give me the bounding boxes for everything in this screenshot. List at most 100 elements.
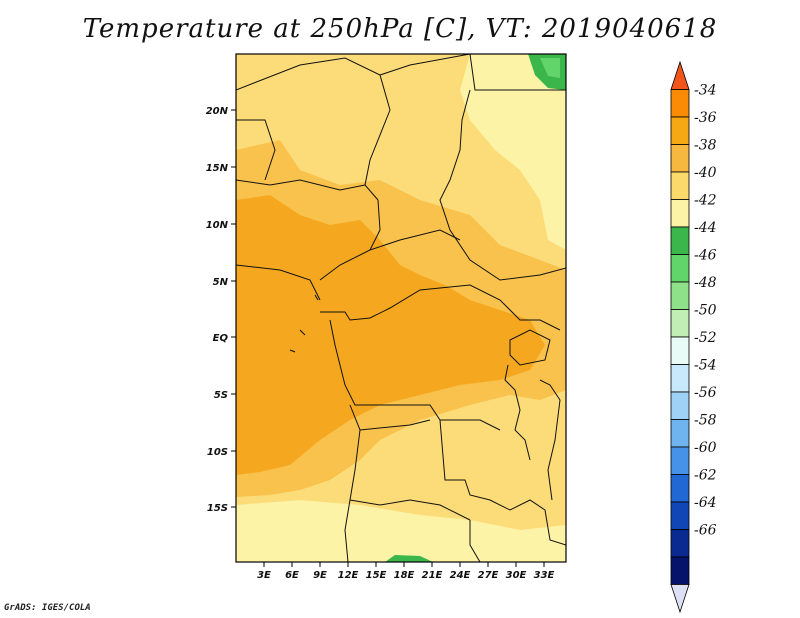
colorbar-segment — [670, 226, 690, 255]
border-line — [504, 364, 531, 461]
border-line — [236, 119, 276, 181]
border-line — [469, 520, 481, 562]
lat-tick-label: 5N — [213, 277, 229, 288]
lat-tick-label: 20N — [206, 106, 229, 117]
colorbar-label: -42 — [694, 193, 717, 209]
border-line — [369, 229, 461, 251]
lat-tick-label: 15N — [206, 163, 229, 174]
lon-tick-label: 18E — [394, 570, 415, 581]
lon-tick-label: 27E — [478, 570, 499, 581]
lon-tick: 6E — [285, 562, 299, 581]
lat-tick: EQ — [213, 333, 236, 344]
colorbar-label: -40 — [694, 165, 717, 181]
map-frame — [235, 53, 567, 563]
colorbar-label: -62 — [694, 468, 717, 484]
colorbar: -34 -36 -38 -40 -42 -44 -46 -48 -50 -52 -54 -56 -58 -… — [670, 60, 717, 614]
latitude-axis: 20N 15N 10N 5N EQ 5S 10S 15S — [206, 106, 236, 514]
border-line — [236, 57, 391, 201]
colorbar-label: -54 — [694, 358, 717, 374]
lat-tick: 15N — [206, 163, 236, 174]
colorbar-segment — [670, 281, 690, 310]
colorbar-label: -60 — [694, 440, 717, 456]
border-line — [359, 419, 431, 431]
lon-tick: 30E — [506, 562, 527, 581]
border-line — [469, 54, 566, 91]
border-line — [329, 319, 501, 431]
border-line — [289, 294, 319, 353]
lat-tick: 15S — [207, 503, 236, 514]
colorbar-segment — [670, 446, 690, 475]
lat-tick: 10S — [207, 447, 236, 458]
colorbar-label: -58 — [694, 413, 717, 429]
band-minus46-ne — [540, 58, 560, 78]
border-line — [439, 419, 566, 546]
border-line — [236, 264, 321, 301]
longitude-axis: 3E 6E 9E 12E 15E 18E 21E 24E 27E 30E 33E — [257, 562, 555, 581]
colorbar-label: -50 — [694, 303, 717, 319]
temperature-field — [236, 54, 566, 562]
border-line — [509, 329, 551, 366]
colorbar-segment — [670, 529, 690, 558]
lon-tick-label: 33E — [534, 570, 555, 581]
map-title: Temperature at 250hPa [C], VT: 201904061… — [82, 14, 718, 44]
lon-tick: 21E — [422, 562, 443, 581]
colorbar-label: -38 — [694, 138, 717, 154]
lon-tick-label: 24E — [450, 570, 471, 581]
colorbar-segments — [670, 60, 690, 614]
border-line — [379, 54, 471, 76]
lon-tick: 12E — [338, 562, 359, 581]
border-line — [439, 89, 566, 281]
lon-tick-label: 21E — [422, 570, 443, 581]
lon-tick-label: 9E — [313, 570, 327, 581]
border-line — [539, 379, 561, 501]
lon-tick-label: 30E — [506, 570, 527, 581]
lon-tick-label: 12E — [338, 570, 359, 581]
lat-tick-label: 15S — [207, 503, 228, 514]
lat-tick: 5N — [213, 277, 236, 288]
lat-tick: 10N — [206, 220, 236, 231]
lat-tick-label: 10S — [207, 447, 228, 458]
grads-credit: GrADS: IGES/COLA — [4, 603, 91, 613]
lon-tick: 18E — [394, 562, 415, 581]
border-line — [320, 284, 561, 331]
colorbar-segment — [670, 474, 690, 503]
lon-tick-label: 3E — [257, 570, 271, 581]
colorbar-segment — [670, 60, 690, 90]
colorbar-labels: -34 -36 -38 -40 -42 -44 -46 -48 -50 -52 -54 -56 -58 -… — [694, 83, 717, 539]
lat-tick-label: 10N — [206, 220, 229, 231]
country-borders — [236, 54, 566, 562]
band-minus44-s — [385, 555, 433, 562]
colorbar-segment — [670, 116, 690, 145]
colorbar-label: -56 — [694, 385, 717, 401]
colorbar-label: -46 — [694, 248, 717, 264]
colorbar-segment — [670, 336, 690, 365]
band-minus42-north — [460, 54, 566, 250]
border-line — [349, 499, 471, 521]
lon-tick: 3E — [257, 562, 271, 581]
colorbar-segment — [670, 199, 690, 228]
colorbar-segment — [670, 309, 690, 338]
colorbar-label: -36 — [694, 110, 717, 126]
band-minus42-south — [236, 500, 566, 562]
lat-tick: 20N — [206, 106, 236, 117]
colorbar-segment — [670, 419, 690, 448]
lat-tick: 5S — [214, 390, 236, 401]
lon-tick-label: 15E — [366, 570, 387, 581]
colorbar-segment — [670, 556, 690, 585]
colorbar-segment — [670, 584, 690, 614]
band-minus36 — [236, 195, 545, 475]
lon-tick: 9E — [313, 562, 327, 581]
lon-tick-label: 6E — [285, 570, 299, 581]
border-line — [344, 404, 361, 562]
border-line — [236, 179, 366, 191]
lon-tick: 15E — [366, 562, 387, 581]
colorbar-segment — [670, 89, 690, 118]
colorbar-segment — [670, 364, 690, 393]
colorbar-label: -52 — [694, 330, 717, 346]
colorbar-segment — [670, 391, 690, 420]
colorbar-segment — [670, 254, 690, 283]
colorbar-segment — [670, 171, 690, 200]
lat-tick-label: 5S — [214, 390, 228, 401]
colorbar-label: -44 — [694, 220, 717, 236]
